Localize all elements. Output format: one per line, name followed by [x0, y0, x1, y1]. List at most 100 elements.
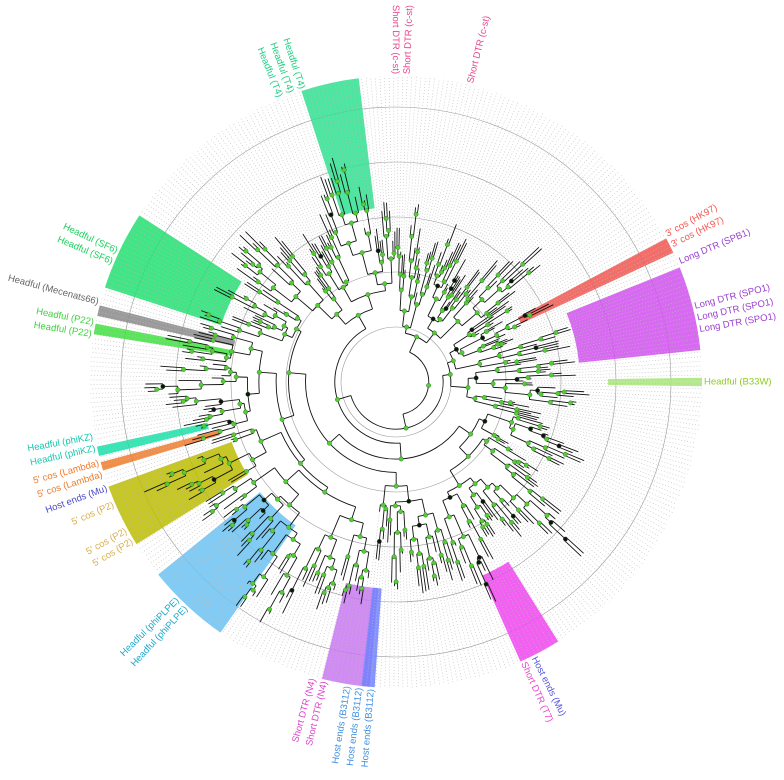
- tree-node: [466, 332, 472, 338]
- tip-line: [418, 78, 435, 205]
- tree-node: [229, 294, 235, 300]
- tip-line: [393, 76, 396, 232]
- clade-label-b33w: Headful (B33W): [704, 377, 772, 388]
- tip-line: [422, 593, 436, 686]
- branch: [530, 304, 554, 317]
- branch: [564, 455, 581, 463]
- tip-line: [352, 577, 369, 685]
- tree-node: [201, 435, 206, 441]
- tree-node: [214, 503, 219, 508]
- branch: [390, 258, 393, 284]
- tip-line: [93, 338, 183, 352]
- tree-node: [206, 312, 211, 318]
- tip-line: [248, 613, 270, 651]
- tree-node: [525, 440, 531, 446]
- tip-line: [361, 558, 377, 687]
- branch: [551, 359, 568, 363]
- tree-node: [507, 400, 513, 406]
- branch: [515, 413, 537, 421]
- tip-line: [141, 211, 248, 283]
- tree-node: [408, 258, 414, 264]
- tip-line: [366, 560, 380, 687]
- tree-node: [393, 579, 399, 585]
- branch: [231, 351, 250, 356]
- tip-line: [514, 402, 698, 435]
- branch: [455, 363, 480, 370]
- branch: [259, 608, 269, 623]
- tip-line: [507, 271, 682, 340]
- branch: [386, 202, 388, 219]
- tree-node: [324, 245, 329, 251]
- branch: [348, 586, 352, 595]
- tree-node: [274, 262, 280, 268]
- branch: [257, 281, 272, 292]
- branch: [456, 242, 468, 262]
- branch: [424, 565, 430, 590]
- branch: [330, 515, 341, 538]
- branch: [446, 287, 462, 310]
- tree-node: [201, 423, 207, 429]
- tip-line: [527, 182, 629, 269]
- tree-node: [513, 410, 519, 416]
- tree-node: [287, 502, 293, 508]
- tip-line: [513, 276, 684, 340]
- branch: [399, 290, 402, 311]
- tip-line: [484, 570, 528, 659]
- tree-node: [450, 358, 456, 364]
- tree-node: [231, 432, 237, 438]
- tree-node: [454, 346, 459, 352]
- tree-node: [363, 567, 369, 573]
- branch: [548, 512, 556, 520]
- tip-line: [105, 443, 212, 480]
- branch: [531, 426, 542, 431]
- branch: [402, 310, 405, 327]
- tree-node: [433, 296, 439, 302]
- branch: [330, 177, 337, 195]
- tree-node: [331, 296, 337, 302]
- tree-node: [242, 594, 248, 600]
- branch: [468, 534, 480, 558]
- tree-node: [220, 378, 226, 384]
- branch: [410, 304, 418, 328]
- tip-line: [563, 463, 671, 517]
- branch: [480, 260, 498, 281]
- branch: [239, 329, 260, 338]
- tip-line: [428, 589, 445, 685]
- tip-line: [91, 404, 166, 413]
- tip-line: [560, 511, 637, 572]
- tree-node: [568, 400, 573, 406]
- tip-line: [523, 467, 651, 553]
- tree-node: [230, 334, 236, 340]
- tip-line: [176, 168, 254, 244]
- branch: [248, 548, 260, 562]
- branch: [480, 362, 506, 368]
- tip-line: [129, 499, 190, 534]
- branch: [358, 186, 363, 205]
- branch: [292, 256, 307, 274]
- branch: [199, 316, 220, 324]
- tip-line: [418, 585, 431, 687]
- branch: [343, 169, 350, 193]
- tree-node: [326, 286, 331, 291]
- tip-line: [428, 570, 449, 684]
- branch: [552, 520, 566, 532]
- branch: [198, 476, 213, 484]
- tree-node: [397, 271, 403, 277]
- branch: [331, 194, 340, 216]
- tree-node: [211, 407, 217, 412]
- tip-line: [458, 117, 552, 276]
- branch: [197, 428, 220, 436]
- branch: [357, 315, 367, 330]
- scale-ring: [340, 326, 452, 438]
- branch: [529, 399, 551, 403]
- tree-node: [549, 360, 554, 366]
- tree-node: [426, 534, 432, 540]
- branch: [191, 350, 212, 355]
- tree-node: [200, 356, 206, 362]
- branch: [523, 248, 542, 266]
- branch: [544, 448, 565, 459]
- branch: [555, 327, 568, 332]
- tree-node: [450, 539, 456, 545]
- tip-line: [512, 162, 610, 262]
